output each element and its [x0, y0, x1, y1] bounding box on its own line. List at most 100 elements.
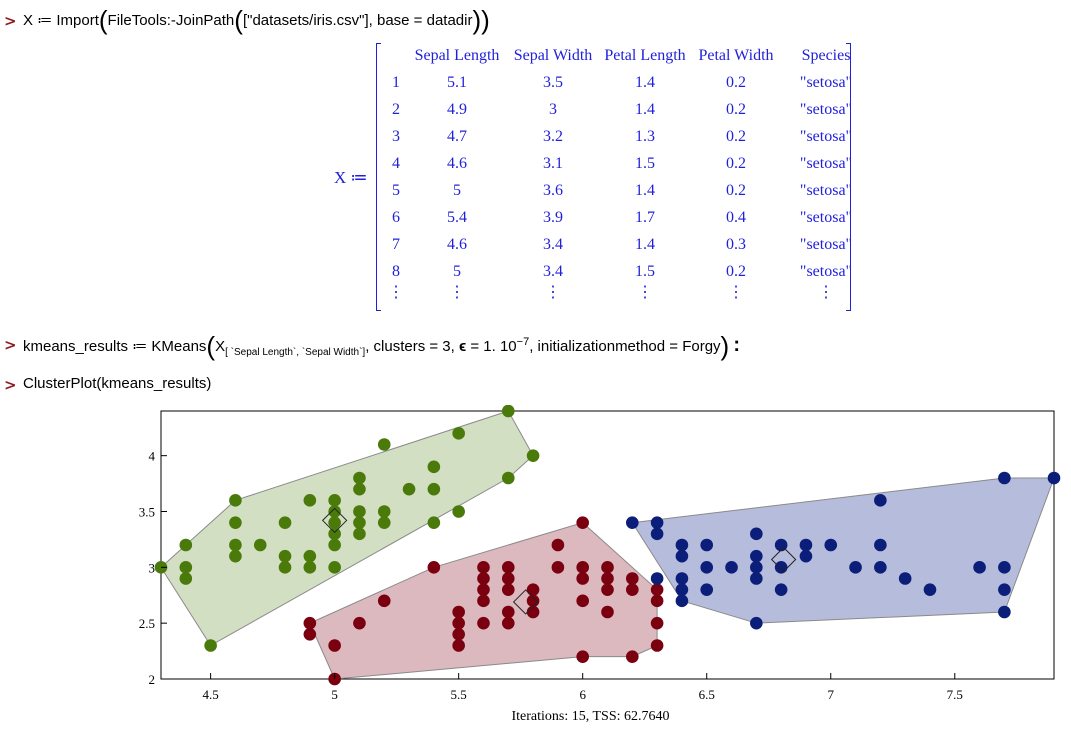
matrix-cell: 3.6 — [543, 182, 563, 199]
cluster-1-point — [179, 561, 193, 574]
matrix-cell: "setosa" — [799, 128, 853, 145]
matrix-cell: 1.5 — [635, 155, 655, 172]
cluster-2-point — [501, 572, 515, 585]
cluster-1-point — [303, 494, 317, 507]
matrix-cell: 1.4 — [635, 101, 655, 118]
cluster-2-centroid — [512, 589, 539, 615]
import-lhs: X — [23, 12, 34, 29]
cluster-3-point — [750, 527, 763, 541]
cluster-1-point — [452, 427, 465, 440]
column-header: Sepal Width — [513, 47, 593, 64]
clusterplot-command[interactable]: ClusterPlot(kmeans_results) — [23, 375, 212, 392]
cluster-3-point — [774, 561, 788, 574]
matrix-cell: 1.5 — [635, 263, 655, 280]
cluster-3-point — [700, 583, 714, 596]
cluster-3-point — [774, 583, 788, 596]
y-tick-label: 2 — [149, 672, 156, 687]
cluster-1-point — [377, 505, 391, 518]
cluster-1-point — [353, 516, 366, 529]
kmeans-subscript: [ `Sepal Length`, `Sepal Width`] — [225, 347, 366, 358]
matrix-cell: 0.4 — [726, 209, 746, 226]
cluster-1-point — [402, 482, 416, 496]
cluster-2-point — [477, 616, 490, 630]
matrix-cell: "setosa" — [799, 236, 853, 253]
kmeans-args-post: , initializationmethod = Forgy — [529, 338, 721, 355]
matrix-cell: ⋮ — [728, 284, 744, 301]
cluster-3-point — [725, 561, 738, 574]
cluster-plot[interactable]: 4.5 5 5.5 6 6.5 7 7.5 2 2.5 3 3.5 4 — [0, 405, 1071, 705]
cluster-1-point — [328, 527, 341, 541]
matrix-cell: 1.4 — [635, 74, 655, 91]
cluster-3-point — [750, 572, 763, 585]
cluster-1-point — [377, 516, 391, 529]
cluster-3-point — [750, 549, 763, 563]
cluster-2-point — [551, 561, 565, 574]
cluster-3-point — [973, 561, 986, 574]
row-index: 4 — [392, 155, 400, 172]
statement-terminator: : — [733, 334, 741, 356]
matrix-cell: 0.2 — [726, 101, 746, 118]
y-tick-label: 2.5 — [139, 616, 155, 631]
matrix-cell: 0.2 — [726, 128, 746, 145]
cluster-1-point — [353, 527, 366, 541]
matrix-cell: "setosa" — [799, 263, 853, 280]
cluster-2-point — [576, 572, 589, 585]
matrix-left-bracket — [376, 43, 381, 311]
cluster-1-point — [501, 471, 515, 485]
cluster-1-point — [229, 494, 242, 507]
cluster-2-point — [551, 538, 565, 552]
cluster-3-point — [998, 605, 1011, 619]
cluster-1-point — [328, 494, 341, 507]
cluster-3-point — [898, 572, 912, 585]
cluster-1-point — [353, 505, 366, 518]
y-tick-label: 3 — [149, 560, 156, 575]
matrix-cell: 3.1 — [543, 155, 563, 172]
matrix-cell: "setosa" — [799, 155, 853, 172]
cluster-2-point — [501, 616, 515, 630]
matrix-cell: ⋮ — [449, 284, 465, 301]
matrix-cell: "setosa" — [799, 74, 853, 91]
matrix-cell: 0.2 — [726, 263, 746, 280]
cluster-1-point — [204, 639, 217, 652]
cluster-2-point — [452, 605, 465, 619]
cluster-2-point — [328, 639, 341, 652]
matrix-cell: "setosa" — [799, 101, 853, 118]
kmeans-command[interactable]: kmeans_results ≔ KMeans(X[ `Sepal Length… — [23, 331, 741, 361]
cluster-1-point — [328, 505, 341, 518]
cluster-1-point — [278, 549, 292, 563]
joinpath-fn: FileTools:-JoinPath — [107, 12, 235, 29]
cluster-2-point — [601, 605, 614, 619]
matrix-cell: ⋮ — [818, 284, 834, 301]
prompt-marker: > — [4, 12, 17, 30]
cluster-2-point — [626, 572, 639, 585]
cluster-2-point — [601, 572, 614, 585]
cluster-1-point — [377, 438, 391, 451]
cluster-2-point — [303, 628, 317, 641]
cluster-hull-1 — [160, 410, 534, 647]
row-index: ⋮ — [388, 284, 404, 301]
cluster-3-point — [998, 561, 1011, 574]
cluster-3-point — [675, 583, 689, 596]
output-lhs: X ≔ — [334, 168, 368, 187]
x-tick-label: 6.5 — [699, 687, 715, 702]
kmeans-lhs: kmeans_results — [23, 338, 129, 355]
cluster-3-point — [650, 527, 664, 541]
cluster-1-point — [179, 572, 193, 585]
x-tick-label: 7 — [828, 687, 835, 702]
cluster-2-point — [477, 583, 490, 596]
cluster-2-point — [353, 616, 366, 630]
matrix-cell: 1.4 — [635, 236, 655, 253]
cluster-1-point — [253, 538, 267, 552]
kmeans-args-pre: , clusters = 3, — [365, 338, 459, 355]
cluster-3-point — [750, 616, 763, 630]
cluster-3-point — [700, 561, 714, 574]
matrix-cell: 3.5 — [543, 74, 563, 91]
cluster-1-point — [353, 482, 366, 496]
cluster-3-point — [675, 538, 689, 552]
cluster-1-point — [501, 405, 515, 418]
row-index: 8 — [392, 263, 400, 280]
import-command[interactable]: X ≔ Import(FileTools:-JoinPath(["dataset… — [23, 5, 490, 35]
cluster-3-point — [1047, 471, 1061, 485]
cluster-2-point — [452, 616, 465, 630]
cluster-2-point — [526, 605, 540, 619]
